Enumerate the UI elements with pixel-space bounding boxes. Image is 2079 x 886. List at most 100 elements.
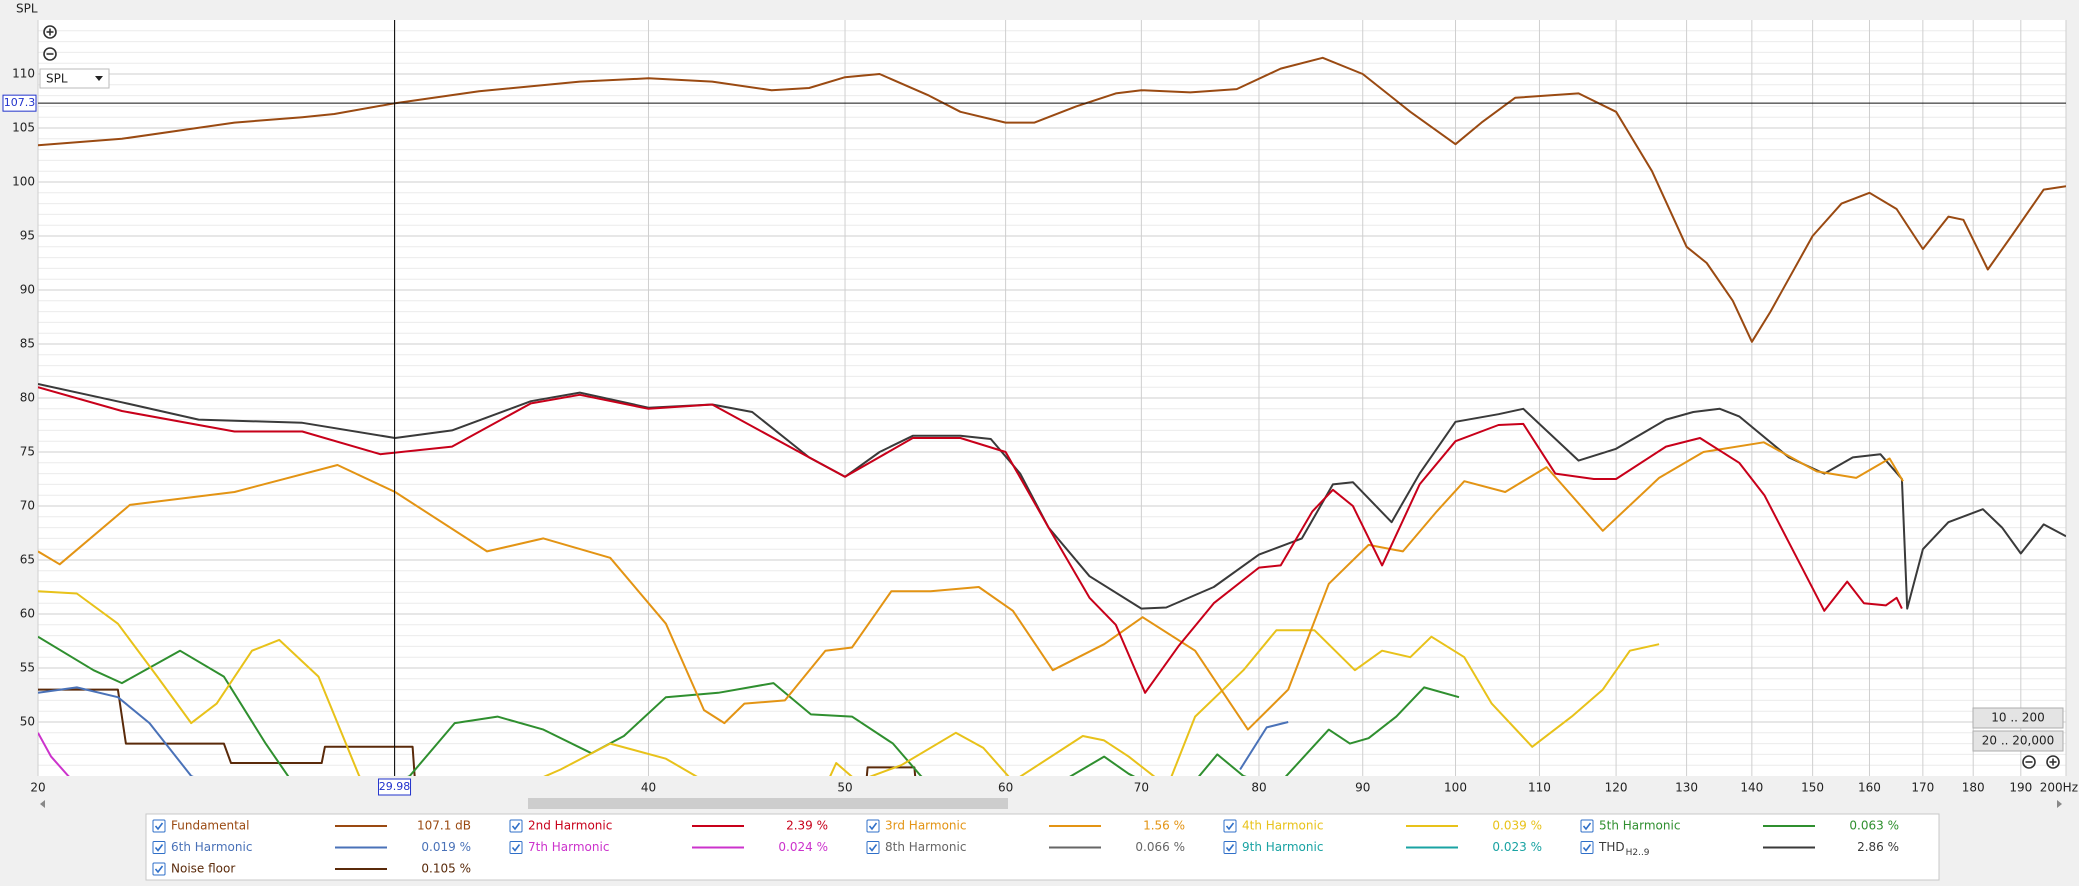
y-tick-label: 85 [20, 337, 35, 351]
series-line [38, 635, 1460, 776]
scrollbar[interactable] [38, 797, 2066, 810]
legend-checkbox[interactable] [152, 841, 166, 854]
cursor-y-label: 107.3 [4, 96, 36, 109]
legend-entry: THD H2..9 2.86 % [1580, 840, 1899, 858]
zoom-in-x[interactable] [2046, 755, 2060, 769]
x-tick-label: 80 [1251, 781, 1266, 795]
legend [145, 813, 1940, 881]
legend-readout: 0.063 % [1849, 819, 1899, 833]
cursor-y-box [2, 94, 37, 112]
selector-dropdown[interactable]: SPL [39, 68, 110, 89]
x-tick-label: 180 [1962, 781, 1985, 795]
y-tick-label: 60 [20, 607, 35, 621]
legend-check [1225, 844, 1235, 852]
x-tick-label: 20 [30, 781, 45, 795]
legend-check [868, 822, 878, 831]
legend-name: 6th Harmonic [171, 840, 252, 854]
y-tick-label: 80 [20, 391, 35, 405]
icon [2046, 755, 2060, 769]
legend-checkbox[interactable] [1223, 819, 1237, 833]
zoom-out-x[interactable] [2022, 755, 2036, 769]
legend-name: THD [1598, 840, 1625, 854]
x-tick-label: 160 [1858, 781, 1881, 795]
legend-readout: 0.105 % [421, 862, 471, 876]
legend-check [868, 844, 878, 852]
legend-name: Noise floor [171, 862, 235, 876]
legend-checkbox[interactable] [152, 862, 166, 876]
legend-entry: 6th Harmonic 0.019 % [152, 840, 471, 854]
legend-check [511, 822, 521, 831]
series-line [38, 441, 1904, 731]
y-tick-label: 50 [20, 715, 35, 729]
legend-entry: 2nd Harmonic 2.39 % [509, 819, 828, 833]
legend-entry: Fundamental 107.1 dB [152, 819, 471, 833]
x-tick-label: 130 [1675, 781, 1698, 795]
legend-check [154, 822, 164, 831]
legend-check [1582, 844, 1592, 852]
legend-name: 8th Harmonic [885, 840, 966, 854]
legend-items: Fundamental 107.1 dB 2nd Harmonic 2.39 % 3rd… [152, 819, 1899, 876]
legend-name: 7th Harmonic [528, 840, 609, 854]
x-tick-label: 40 [641, 781, 656, 795]
range-button-label: 20 .. 20,000 [1982, 734, 2055, 748]
legend-readout: 0.066 % [1135, 840, 1185, 854]
legend-entry: 3rd Harmonic 1.56 % [866, 819, 1185, 833]
x-tick-label: 70 [1134, 781, 1149, 795]
legend-check [154, 865, 164, 874]
legend-checkbox[interactable] [1580, 841, 1594, 854]
legend-name: 2nd Harmonic [528, 819, 612, 833]
legend-entry: 8th Harmonic 0.066 % [866, 840, 1185, 854]
legend-checkbox[interactable] [509, 819, 523, 833]
y-tick-label: 100 [12, 175, 35, 189]
y-tick-label: 65 [20, 553, 35, 567]
legend-entry: 7th Harmonic 0.024 % [509, 840, 828, 854]
legend-checkbox[interactable] [866, 841, 880, 854]
cursor-x-box [378, 778, 412, 796]
legend-readout: 0.023 % [1492, 840, 1542, 854]
y-tick-label: 55 [20, 661, 35, 675]
legend-checkbox[interactable] [509, 841, 523, 854]
selector-label: SPL [46, 72, 68, 86]
zoom-out[interactable] [43, 47, 57, 61]
legend-readout: 2.86 % [1857, 840, 1899, 854]
legend-checkbox[interactable] [1580, 819, 1594, 833]
y-tick-label: 75 [20, 445, 35, 459]
legend-checkbox[interactable] [152, 819, 166, 833]
series-line [38, 686, 1289, 776]
series-line [38, 590, 1660, 776]
range-button[interactable] [1972, 707, 2064, 729]
x-tick-label: 120 [1605, 781, 1628, 795]
x-tick-label: 140 [1740, 781, 1763, 795]
x-tick-label: 50 [837, 781, 852, 795]
x-tick-label: 190 [2009, 781, 2032, 795]
legend-readout: 1.56 % [1143, 819, 1185, 833]
x-tick-label: 200Hz [2040, 781, 2078, 795]
legend-readout: 0.019 % [421, 840, 471, 854]
legend-checkbox[interactable] [866, 819, 880, 833]
lines [38, 56, 2066, 776]
legend-name: 9th Harmonic [1242, 840, 1323, 854]
legend-check [1225, 822, 1235, 831]
legend-name: 5th Harmonic [1599, 819, 1680, 833]
range-button-label: 10 .. 200 [1991, 711, 2044, 725]
legend-readout: 0.039 % [1492, 819, 1542, 833]
legend-name: 3rd Harmonic [885, 819, 966, 833]
y-tick-label: 70 [20, 499, 35, 513]
overlay: 107.3 29.98 10 .. 200 20 .. 20,000 [2, 20, 2066, 796]
legend-readout: 2.39 % [786, 819, 828, 833]
zoom-in[interactable] [43, 25, 57, 39]
series-line [38, 56, 2066, 343]
x-tick-label: 100 [1444, 781, 1467, 795]
legend-entry: 4th Harmonic 0.039 % [1223, 819, 1542, 833]
legend-entry: 9th Harmonic 0.023 % [1223, 840, 1542, 854]
legend-name: Fundamental [171, 819, 250, 833]
x-tick-label: 170 [1911, 781, 1934, 795]
grid: 5055606570758085909510010511020304050607… [12, 20, 2078, 795]
x-tick-label: 90 [1355, 781, 1370, 795]
range-button[interactable] [1972, 730, 2064, 752]
y-tick-label: 90 [20, 283, 35, 297]
legend-readout: 0.024 % [778, 840, 828, 854]
legend-entry: Noise floor 0.105 % [152, 862, 471, 876]
legend-checkbox[interactable] [1223, 841, 1237, 854]
